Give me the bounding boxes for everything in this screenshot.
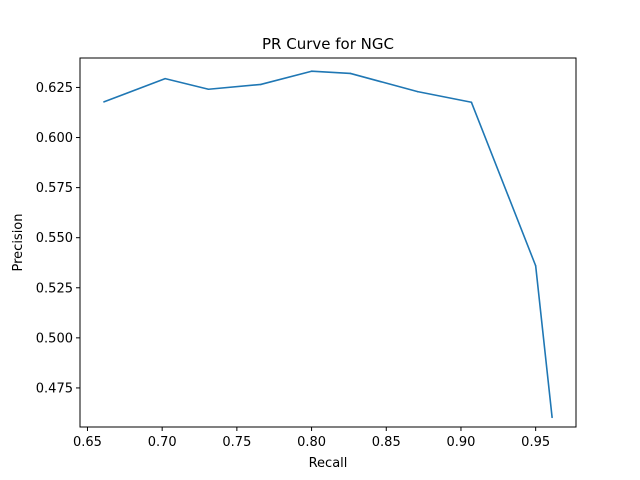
pr-curve-line xyxy=(103,70,553,418)
pr-curve-point xyxy=(470,101,473,104)
x-tick-label: 0.65 xyxy=(73,435,102,450)
pr-curve-point xyxy=(310,70,313,73)
plot-frame xyxy=(79,57,577,428)
y-tick-label: 0.550 xyxy=(36,231,73,246)
pr-curve-point xyxy=(207,88,210,91)
x-tick-label: 0.70 xyxy=(148,435,177,450)
x-tick-label: 0.90 xyxy=(446,435,475,450)
y-tick-label: 0.500 xyxy=(36,331,73,346)
x-tick-label: 0.85 xyxy=(372,435,401,450)
y-tick-label: 0.575 xyxy=(36,181,73,196)
x-tick-label: 0.80 xyxy=(297,435,326,450)
y-tick-label: 0.625 xyxy=(36,81,73,96)
series-layer xyxy=(103,70,553,419)
pr-curve-point xyxy=(103,101,105,103)
x-axis-title: Recall xyxy=(309,456,348,471)
y-tick-label: 0.600 xyxy=(36,131,73,146)
pr-curve-point xyxy=(551,416,553,419)
plot-area xyxy=(80,58,576,427)
y-tick-label: 0.525 xyxy=(36,281,73,296)
chart-title: PR Curve for NGC xyxy=(262,35,394,53)
pr-curve-point xyxy=(416,90,419,93)
y-tick-label: 0.475 xyxy=(36,381,73,396)
pr-curve-point xyxy=(164,77,166,80)
pr-curve-point xyxy=(534,264,537,267)
pr-curve-point xyxy=(349,72,352,75)
y-axis: 0.475 0.500 0.525 0.550 0.575 0.600 0.625 xyxy=(36,81,80,396)
x-axis: 0.65 0.70 0.75 0.80 0.85 0.90 0.95 xyxy=(73,427,550,450)
y-axis-title: Precision xyxy=(11,213,26,271)
x-tick-label: 0.75 xyxy=(222,435,251,450)
pr-curve-point xyxy=(259,83,262,86)
x-tick-label: 0.95 xyxy=(521,435,550,450)
